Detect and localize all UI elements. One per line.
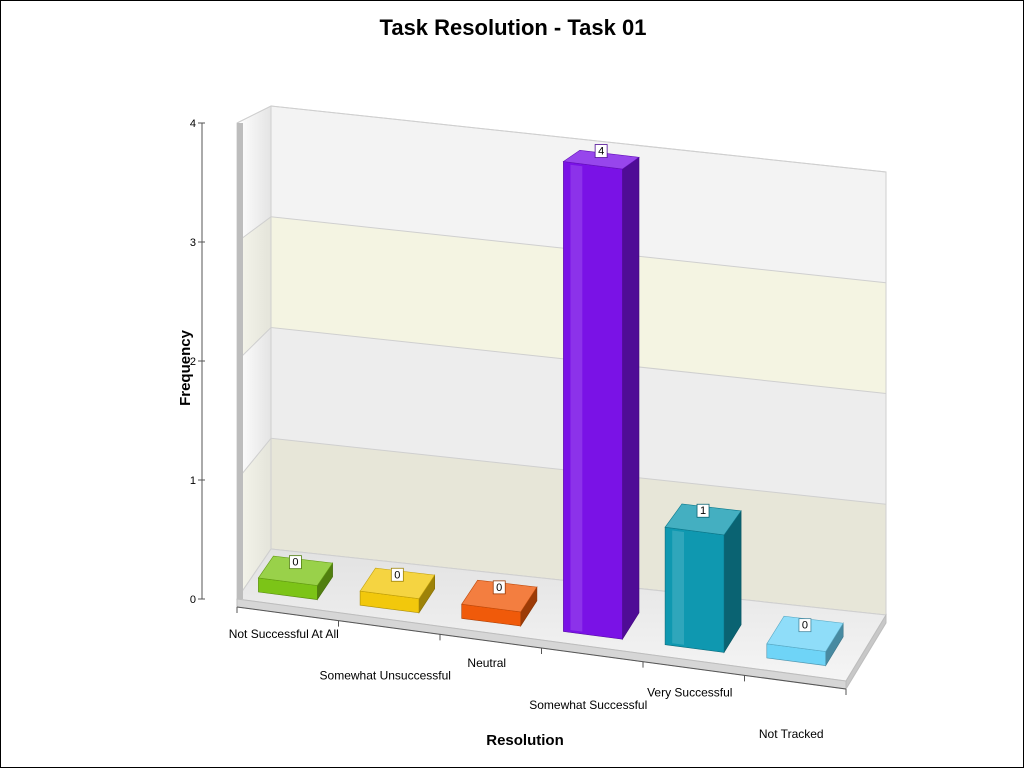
- bar-top: [562, 149, 640, 170]
- bar: [461, 579, 538, 628]
- bar: [257, 555, 334, 601]
- data-label-text: 4: [598, 146, 604, 158]
- data-labels-layer: 0 0 0 4 1 0: [289, 144, 812, 633]
- y-tick-label: 0: [190, 594, 196, 606]
- bar-top: [664, 503, 742, 536]
- y-tick-label: 1: [190, 475, 196, 487]
- data-label-text: 1: [700, 505, 706, 517]
- bar-top: [359, 567, 436, 600]
- bar: [664, 503, 742, 654]
- left-wall-band: [237, 438, 271, 599]
- data-label-box: [289, 555, 302, 570]
- bar-highlight: [570, 164, 583, 632]
- axis-layer: 0 1 2 3 4 Not Successful At All Somewhat Unsuc…: [190, 118, 847, 741]
- bar: [766, 615, 844, 667]
- chart-title: Task Resolution - Task 01: [380, 15, 647, 40]
- bar-top: [766, 615, 844, 652]
- data-label-text: 0: [496, 582, 502, 594]
- bar: [562, 149, 640, 641]
- x-category-label: Not Tracked: [759, 727, 824, 741]
- data-label: 4: [594, 144, 608, 158]
- data-label-box: [492, 580, 506, 595]
- chart-walls: [236, 105, 887, 691]
- data-label: 0: [390, 567, 404, 582]
- data-label-text: 0: [802, 620, 808, 632]
- left-wall-edge: [237, 123, 243, 599]
- bar: [359, 567, 436, 614]
- left-wall-band: [237, 216, 271, 361]
- bar-side: [622, 156, 640, 641]
- bars-layer: [257, 149, 844, 667]
- x-category-label: Somewhat Successful: [529, 698, 647, 712]
- data-label-box: [594, 144, 608, 158]
- data-label-box: [798, 618, 812, 633]
- y-axis-title: Frequency: [177, 329, 194, 406]
- y-tick-label: 3: [190, 237, 196, 249]
- data-label-text: 0: [394, 569, 400, 581]
- y-tick-label: 4: [190, 118, 196, 130]
- x-axis-title: Resolution: [486, 732, 564, 749]
- data-label: 0: [492, 580, 506, 595]
- x-category-label: Very Successful: [647, 686, 732, 700]
- bar-top: [461, 579, 538, 613]
- data-label-text: 0: [292, 557, 298, 569]
- x-category-label: Neutral: [467, 656, 506, 670]
- bar-highlight: [672, 530, 684, 645]
- floor-side-edge: [845, 613, 887, 691]
- x-category-label: Somewhat Unsuccessful: [320, 669, 451, 683]
- data-label: 0: [798, 618, 812, 633]
- data-label: 0: [289, 555, 302, 570]
- data-label-box: [696, 503, 710, 518]
- bar-top: [257, 555, 334, 586]
- data-label: 1: [696, 503, 710, 518]
- data-label-box: [390, 567, 404, 582]
- y-tick-label: 2: [190, 356, 196, 368]
- x-category-label: Not Successful At All: [229, 627, 339, 641]
